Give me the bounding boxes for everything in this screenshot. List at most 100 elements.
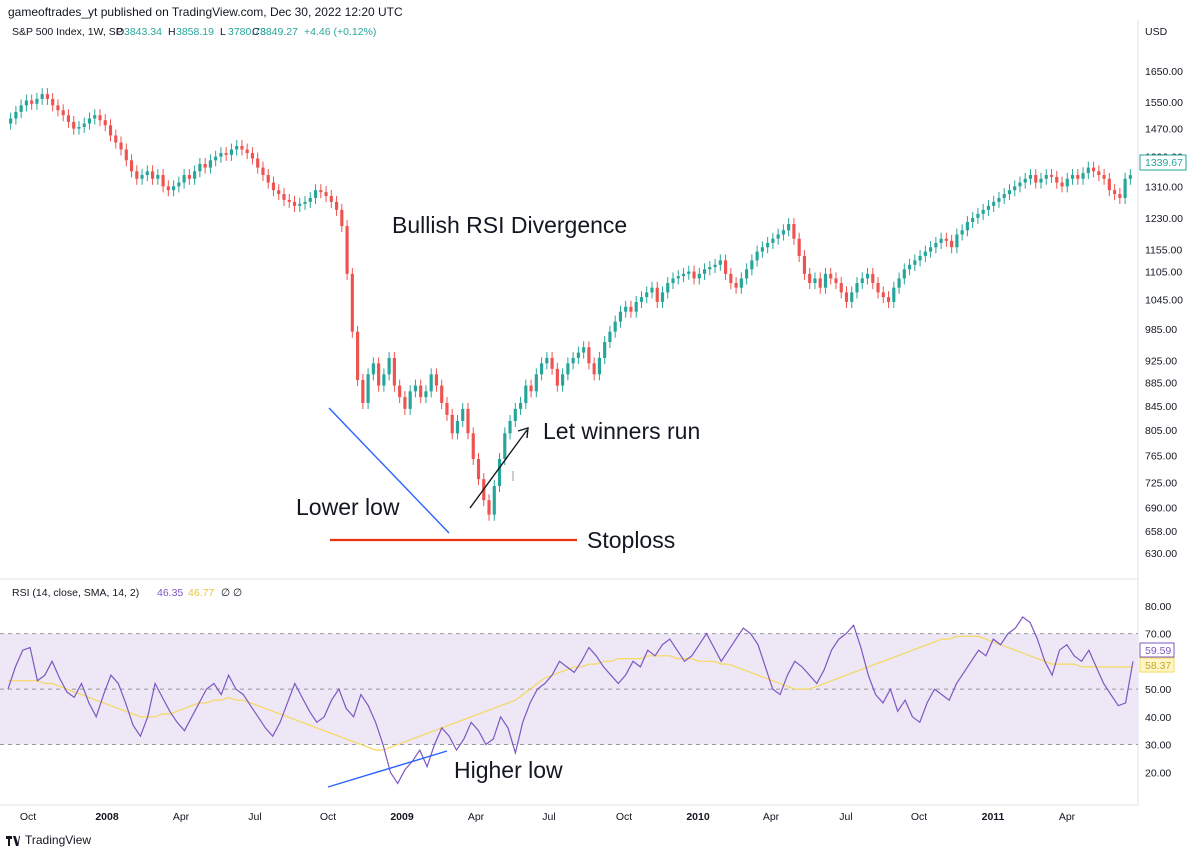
candle-body [51,98,55,106]
candle-body [1034,175,1038,183]
rsi-tick-5: 30.00 [1145,740,1171,752]
tradingview-logo[interactable]: TradingView [6,833,91,847]
candle [513,402,517,427]
annotation-title[interactable]: Bullish RSI Divergence [392,212,627,238]
candle [986,199,991,216]
candle [140,169,144,185]
rsi-legend-extra-2: ∅ [233,587,242,599]
candle-body [361,379,365,403]
candle [298,197,302,212]
candle-body [108,125,113,136]
winners-arrow-line[interactable] [469,429,528,509]
o-label: O [116,26,124,38]
candle-body [66,115,71,122]
annotation-lower-low[interactable]: Lower low [296,494,400,520]
candle [724,254,728,280]
candle-body [681,273,686,277]
c-label: C [252,26,260,38]
candle [1076,169,1080,185]
rsi-tick-0: 80.00 [1145,601,1171,613]
candle [960,224,964,241]
candle [850,286,854,308]
annotation-stoploss[interactable]: Stoploss [587,527,675,553]
candle [108,119,113,142]
candle [450,408,454,440]
candle [545,351,549,370]
time-tick-6: Apr [468,811,485,823]
candle [929,241,933,258]
candle [823,267,828,294]
candle-body [187,175,191,179]
candle-body [524,385,528,403]
candle-body [934,242,938,248]
time-tick-4: Oct [320,811,336,823]
rsi-sma-value-box [1139,657,1175,673]
candle-body [429,374,433,392]
candle [582,341,586,359]
candle [387,351,391,381]
candle-body [965,221,969,231]
price-axis[interactable]: 1650.001550.001470.001390.001310.001230.… [1145,66,1183,560]
candle-body [266,175,270,183]
annotation-let-winners-run[interactable]: Let winners run [543,418,700,444]
candle-body [802,255,807,274]
candle [40,88,44,105]
price-tick-2: 1470.00 [1145,124,1183,136]
candle [503,427,507,466]
candle-body [534,374,538,392]
candle [324,186,328,203]
price-tick-15: 725.00 [1145,478,1177,490]
candle [1060,176,1064,193]
candle-body [1007,190,1012,195]
candle-body [776,234,780,239]
arrowhead-icon [517,427,529,439]
candle [818,272,822,294]
candle [1018,176,1022,193]
candle [103,114,107,132]
candle [266,169,270,189]
h-label: H [168,26,176,38]
candle-body [371,363,375,375]
candle-body [240,145,244,150]
candle [235,140,239,156]
candle [1091,161,1096,178]
candle [419,379,423,404]
candle-body [561,374,565,386]
lower-low-trendline[interactable] [328,407,450,534]
candle [629,300,633,318]
candle [992,195,996,212]
candle [692,265,696,285]
candle [61,104,65,122]
candle-body [440,385,444,403]
candle-body [613,321,617,332]
time-axis[interactable]: Oct 2008 Apr Jul Oct 2009 Apr Jul Oct 2010 Apr Jul O… [20,811,1076,823]
candle-body [1113,190,1117,195]
higher-low-trendline[interactable] [327,750,448,788]
candle [913,254,917,271]
candle [145,165,149,182]
price-tick-5: 1230.00 [1145,213,1183,225]
candle-body [87,118,92,124]
candle [660,286,665,308]
candle-body [303,201,307,204]
candle-body [19,105,23,112]
published-header: gameoftrades_yt published on TradingView… [8,5,403,19]
candle-body [1091,167,1096,172]
candle-body [382,374,386,386]
candle [955,228,959,254]
candle [750,254,754,276]
candle-body [503,433,507,459]
annotation-higher-low[interactable]: Higher low [454,757,563,783]
candle-body [1023,178,1027,183]
candle-body [1081,173,1085,179]
candle-body [1107,178,1111,191]
candle-body [997,197,1001,202]
rsi-tick-6: 20.00 [1145,767,1171,779]
candle [760,241,764,258]
candle-body [540,363,544,375]
candle [839,277,843,299]
candle [492,480,496,521]
candle-body [713,264,717,268]
